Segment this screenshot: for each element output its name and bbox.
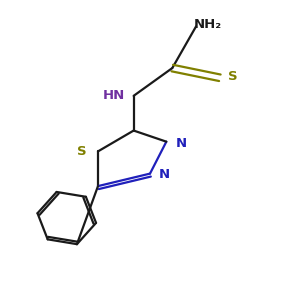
Text: NH₂: NH₂ bbox=[194, 19, 222, 32]
Text: S: S bbox=[77, 145, 86, 158]
Text: HN: HN bbox=[103, 89, 125, 102]
Text: N: N bbox=[176, 136, 187, 150]
Text: S: S bbox=[227, 70, 237, 83]
Text: N: N bbox=[158, 169, 169, 182]
